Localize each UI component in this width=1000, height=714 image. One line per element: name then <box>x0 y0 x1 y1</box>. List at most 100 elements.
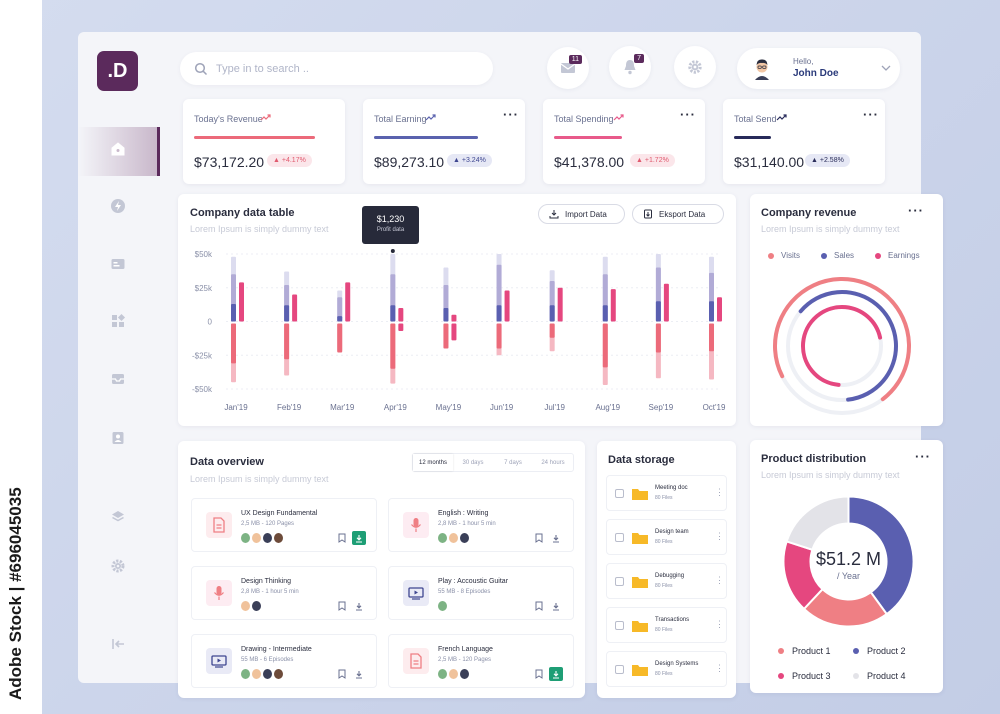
import-data-button[interactable]: Import Data <box>538 204 625 224</box>
bar[interactable] <box>451 323 457 341</box>
tab-24-hours[interactable]: 24 hours <box>541 459 565 466</box>
ring-earnings[interactable] <box>800 304 885 389</box>
folder-checkbox[interactable] <box>615 621 624 630</box>
folder-checkbox[interactable] <box>615 665 624 674</box>
bar[interactable] <box>496 323 502 349</box>
bar[interactable] <box>337 297 343 322</box>
bar[interactable] <box>390 323 396 369</box>
sidebar-item-widgets[interactable] <box>100 303 136 339</box>
download-icon[interactable] <box>352 531 366 545</box>
notifications-button[interactable]: 7 <box>609 46 651 88</box>
more-options-icon[interactable]: ⋮ <box>715 531 724 541</box>
bar[interactable] <box>549 305 555 322</box>
bookmark-icon[interactable] <box>533 600 545 612</box>
list-item[interactable]: Transactions 80 Files ⋮ <box>606 607 727 643</box>
more-options-icon[interactable]: ··· <box>503 107 519 122</box>
brand-logo[interactable]: .D <box>97 51 138 91</box>
bookmark-icon[interactable] <box>336 532 348 544</box>
bar[interactable] <box>231 323 236 364</box>
bar[interactable] <box>398 323 404 331</box>
list-item[interactable]: Design team 80 Files ⋮ <box>606 519 727 555</box>
bar[interactable] <box>284 305 290 322</box>
bar[interactable] <box>390 305 396 322</box>
tab-30-days[interactable]: 30 days <box>462 459 484 466</box>
donut-slice-product-2[interactable] <box>847 495 915 616</box>
bar[interactable] <box>655 323 661 353</box>
download-icon[interactable] <box>549 531 563 545</box>
more-options-icon[interactable]: ⋮ <box>715 575 724 585</box>
sidebar-item-contacts[interactable] <box>100 420 136 456</box>
bar[interactable] <box>345 282 351 322</box>
export-data-button[interactable]: Eksport Data <box>632 204 724 224</box>
bar[interactable] <box>337 323 343 353</box>
sidebar-item-cards[interactable] <box>100 246 136 282</box>
list-item[interactable]: Meeting doc 80 Files ⋮ <box>606 475 727 511</box>
download-icon[interactable] <box>352 599 366 613</box>
tab-12-months[interactable]: 12 months <box>413 454 453 471</box>
search-bar[interactable] <box>180 52 493 85</box>
bar[interactable] <box>655 301 661 322</box>
more-options-icon[interactable]: ··· <box>863 107 879 122</box>
bar[interactable] <box>549 323 555 338</box>
donut-slice-product-4[interactable] <box>785 495 850 552</box>
sidebar-item-inbox[interactable] <box>100 361 136 397</box>
search-input[interactable] <box>216 62 456 75</box>
ring-visits[interactable] <box>772 276 912 416</box>
list-item[interactable]: Design Systems 80 Files ⋮ <box>606 651 727 687</box>
folder-checkbox[interactable] <box>615 533 624 542</box>
bookmark-icon[interactable] <box>533 532 545 544</box>
bar[interactable] <box>504 290 510 322</box>
bar[interactable] <box>451 314 457 322</box>
bar[interactable] <box>709 301 714 322</box>
mail-button[interactable]: 11 <box>547 47 589 89</box>
more-options-icon[interactable]: ··· <box>680 107 696 122</box>
download-icon[interactable] <box>549 599 563 613</box>
download-icon[interactable] <box>549 667 563 681</box>
sidebar-item-home[interactable] <box>100 131 136 167</box>
more-options-icon[interactable]: ··· <box>915 449 931 464</box>
bar[interactable] <box>602 323 608 368</box>
download-icon[interactable] <box>352 667 366 681</box>
legend-label: Product 3 <box>792 671 831 681</box>
settings-button[interactable] <box>674 46 716 88</box>
bar[interactable] <box>496 305 502 322</box>
list-item[interactable]: English : Writing 2,8 MB - 1 hour 5 min <box>388 498 574 552</box>
list-item[interactable]: UX Design Fundamental 2,5 MB - 120 Pages <box>191 498 377 552</box>
more-options-icon[interactable]: ··· <box>908 203 924 218</box>
more-options-icon[interactable]: ⋮ <box>715 487 724 497</box>
bookmark-icon[interactable] <box>336 600 348 612</box>
bar[interactable] <box>284 323 290 360</box>
bar[interactable] <box>337 316 343 322</box>
folder-checkbox[interactable] <box>615 489 624 498</box>
bar[interactable] <box>602 305 608 322</box>
item-meta: 55 MB - 6 Episodes <box>241 657 294 663</box>
bookmark-icon[interactable] <box>533 668 545 680</box>
bar[interactable] <box>717 297 722 322</box>
sidebar-item-activity[interactable] <box>100 188 136 224</box>
bar[interactable] <box>239 282 244 322</box>
tab-7-days[interactable]: 7 days <box>504 459 522 466</box>
bar[interactable] <box>292 294 298 322</box>
bookmark-icon[interactable] <box>336 668 348 680</box>
user-menu[interactable]: Hello, John Doe <box>737 48 900 89</box>
list-item[interactable]: Debugging 80 Files ⋮ <box>606 563 727 599</box>
bar[interactable] <box>443 323 449 349</box>
list-item[interactable]: Play : Accoustic Guitar 55 MB - 8 Episod… <box>388 566 574 620</box>
bar[interactable] <box>610 289 616 322</box>
bar[interactable] <box>231 303 236 322</box>
bar[interactable] <box>398 308 404 322</box>
bar[interactable] <box>557 287 563 322</box>
sidebar-item-settings[interactable] <box>100 548 136 584</box>
list-item[interactable]: French Language 2,5 MB - 120 Pages <box>388 634 574 688</box>
sidebar-item-logout[interactable] <box>100 626 136 662</box>
list-item[interactable]: Drawing - Intermediate 55 MB - 6 Episode… <box>191 634 377 688</box>
bar[interactable] <box>443 308 449 322</box>
folder-checkbox[interactable] <box>615 577 624 586</box>
list-item[interactable]: Design Thinking 2,8 MB - 1 hour 5 min <box>191 566 377 620</box>
ring-sales[interactable] <box>772 276 912 416</box>
bar[interactable] <box>663 283 669 322</box>
bar[interactable] <box>709 323 714 352</box>
more-options-icon[interactable]: ⋮ <box>715 619 724 629</box>
sidebar-item-layers[interactable] <box>100 499 136 535</box>
more-options-icon[interactable]: ⋮ <box>715 663 724 673</box>
